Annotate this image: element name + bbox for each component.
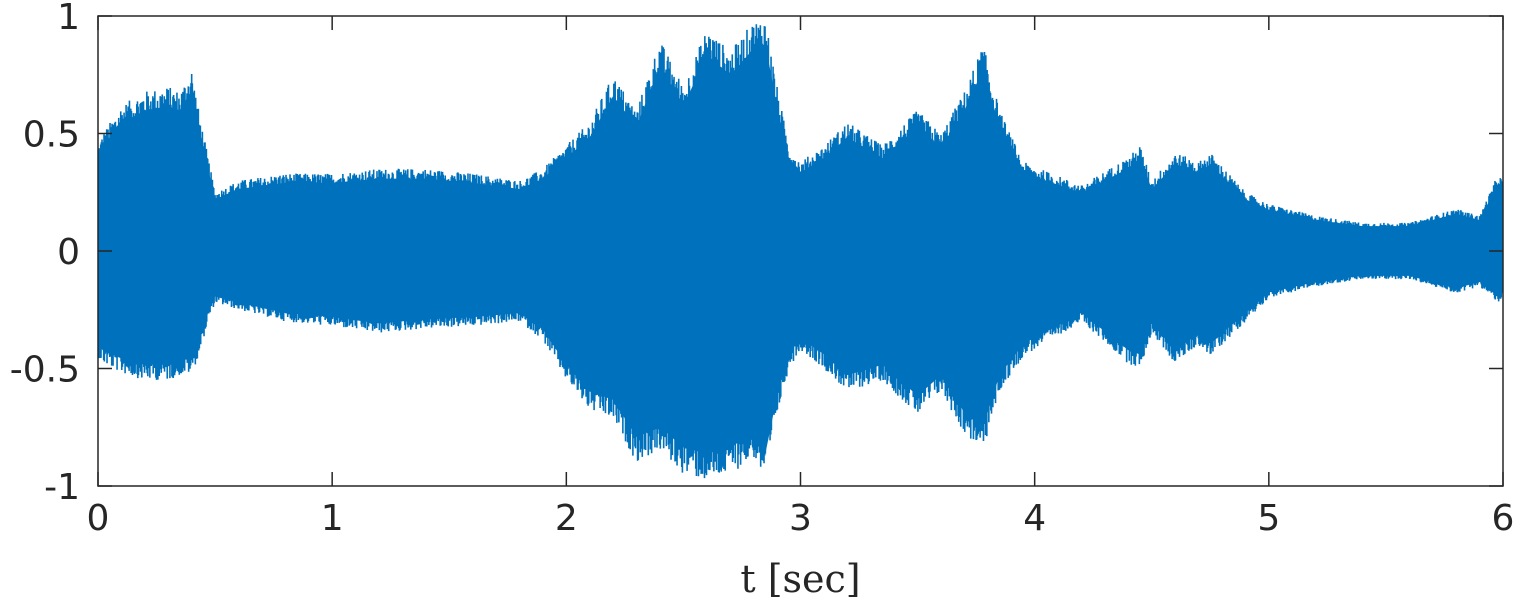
x-tick-label: 0 — [87, 498, 110, 539]
y-tick-label: -0.5 — [10, 350, 80, 391]
plot-area — [98, 24, 1503, 479]
x-tick-label: 6 — [1492, 498, 1515, 539]
y-tick-label: -1 — [44, 467, 80, 508]
x-tick-label: 3 — [789, 498, 812, 539]
x-tick-label: 5 — [1257, 498, 1280, 539]
x-tick-label: 1 — [321, 498, 344, 539]
tick-labels: 0 1 2 3 4 5 6 1 0.5 0 -0.5 -1 — [10, 0, 1515, 539]
waveform-fill — [98, 44, 1503, 454]
y-tick-label: 0.5 — [23, 115, 80, 156]
axes — [97, 15, 1504, 487]
x-tick-label: 2 — [555, 498, 578, 539]
x-tick-label: 4 — [1023, 498, 1046, 539]
y-tick-label: 0 — [57, 232, 80, 273]
x-axis-label: t [sec] — [740, 557, 860, 601]
y-tick-label: 1 — [57, 0, 80, 38]
